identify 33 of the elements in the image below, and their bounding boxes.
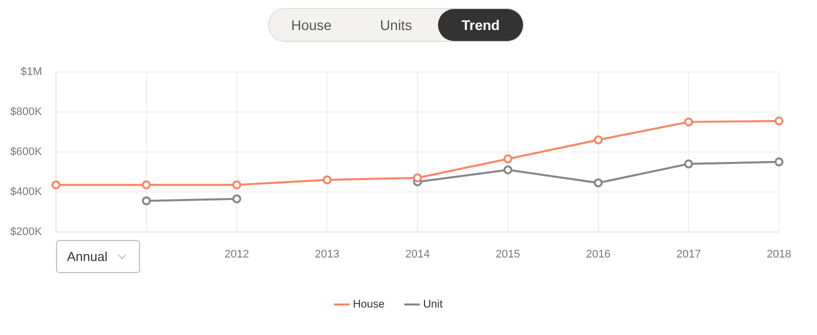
text: Trend (438, 9, 524, 41)
legend-label: Unit (423, 298, 443, 311)
y-tick-label: $400K (10, 186, 43, 198)
text: Units (379, 16, 413, 35)
point (503, 165, 512, 174)
point (52, 180, 60, 190)
point (232, 180, 242, 190)
point (774, 116, 784, 126)
point (322, 175, 332, 184)
point (413, 173, 422, 182)
x-tick-label: 2012 (224, 248, 249, 260)
point (142, 196, 151, 206)
y-tick-label: $1M (20, 66, 42, 78)
point (684, 159, 694, 168)
point (142, 180, 151, 190)
period-dropdown[interactable]: Annual (56, 240, 140, 273)
y-tick-label: $800K (10, 106, 43, 118)
legend-label: House (352, 298, 385, 311)
point (684, 117, 694, 126)
x-tick-label: 2015 (496, 248, 520, 260)
point (594, 178, 603, 188)
point (594, 135, 603, 144)
point (774, 157, 784, 166)
x-tick-label: 2018 (766, 248, 792, 260)
x-tick-label: 2014 (405, 248, 430, 260)
point (503, 154, 512, 164)
y-tick-label: $200K (10, 226, 43, 238)
x-tick-label: 2013 (314, 248, 340, 260)
x-tick-label: 2017 (676, 248, 701, 260)
x-tick-label: 2016 (586, 248, 610, 260)
text: House (290, 16, 333, 35)
y-tick-label: $600K (10, 146, 43, 158)
point (232, 194, 242, 204)
